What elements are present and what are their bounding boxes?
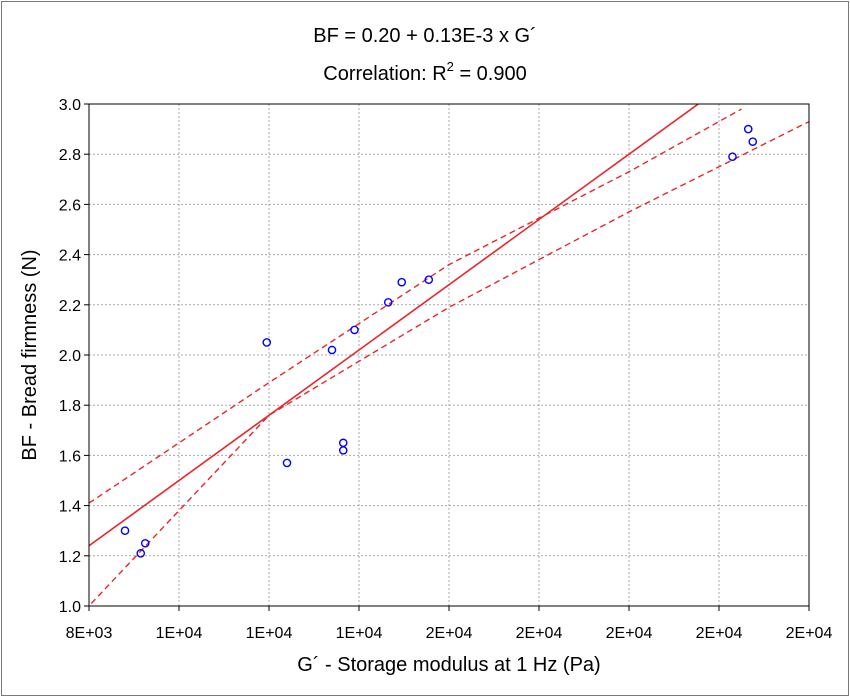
chart-title: BF = 0.20 + 0.13E-3 x G´ bbox=[313, 25, 536, 47]
y-tick-label: 2.0 bbox=[59, 348, 81, 365]
y-tick-label: 3.0 bbox=[59, 97, 81, 114]
data-point bbox=[338, 438, 348, 448]
data-point bbox=[350, 325, 359, 335]
data-point bbox=[743, 124, 753, 134]
grid-lines bbox=[89, 104, 809, 606]
data-point bbox=[424, 275, 434, 285]
x-tick-label: 2E+04 bbox=[426, 625, 473, 642]
x-tick-label: 1E+04 bbox=[246, 625, 293, 642]
y-tick-label: 2.2 bbox=[59, 298, 81, 315]
lower-confidence-band bbox=[90, 120, 809, 604]
y-axis-label: BF - Bread firmness (N) bbox=[19, 249, 41, 460]
data-point bbox=[140, 538, 150, 548]
subtitle-prefix: Correlation: R bbox=[323, 63, 446, 85]
subtitle-suffix: = 0.900 bbox=[454, 63, 527, 85]
plot-area-border bbox=[88, 103, 810, 607]
y-tick-label: 1.8 bbox=[59, 398, 81, 415]
x-tick-label: 8E+03 bbox=[66, 625, 113, 642]
chart-subtitle: Correlation: R2 = 0.900 bbox=[323, 59, 526, 85]
y-tick-label: 1.2 bbox=[59, 549, 81, 566]
x-tick-label: 2E+04 bbox=[786, 625, 833, 642]
subtitle-superscript: 2 bbox=[447, 59, 454, 74]
y-tick-label: 2.6 bbox=[59, 197, 81, 214]
data-point bbox=[397, 277, 407, 287]
y-tick-label: 1.0 bbox=[59, 599, 81, 616]
y-tick-label: 2.4 bbox=[59, 248, 81, 265]
x-tick-label: 2E+04 bbox=[516, 625, 563, 642]
fit-line bbox=[89, 104, 700, 547]
data-point bbox=[748, 137, 758, 146]
data-point bbox=[728, 152, 737, 162]
x-tick-label: 1E+04 bbox=[336, 625, 383, 642]
regression-line bbox=[89, 104, 700, 547]
upper-confidence-band bbox=[89, 108, 742, 504]
confidence-bands bbox=[89, 108, 809, 604]
data-point bbox=[120, 526, 130, 536]
data-point bbox=[338, 446, 348, 455]
x-axis-label: G´ - Storage modulus at 1 Hz (Pa) bbox=[297, 654, 600, 676]
data-point bbox=[262, 338, 272, 347]
data-point bbox=[136, 548, 146, 558]
y-tick-label: 1.4 bbox=[59, 499, 81, 516]
data-point bbox=[327, 345, 337, 355]
data-point bbox=[383, 297, 393, 307]
tick-labels: 8E+03 1E+04 1E+04 1E+04 2E+04 2E+04 2E+04 2E+04… bbox=[59, 97, 833, 642]
x-tick-label: 1E+04 bbox=[156, 625, 203, 642]
data-points bbox=[120, 124, 758, 558]
y-tick-label: 1.6 bbox=[59, 448, 81, 465]
y-tick-label: 2.8 bbox=[59, 147, 81, 164]
x-tick-label: 2E+04 bbox=[696, 625, 743, 642]
data-point bbox=[282, 458, 292, 468]
x-tick-label: 2E+04 bbox=[606, 625, 653, 642]
